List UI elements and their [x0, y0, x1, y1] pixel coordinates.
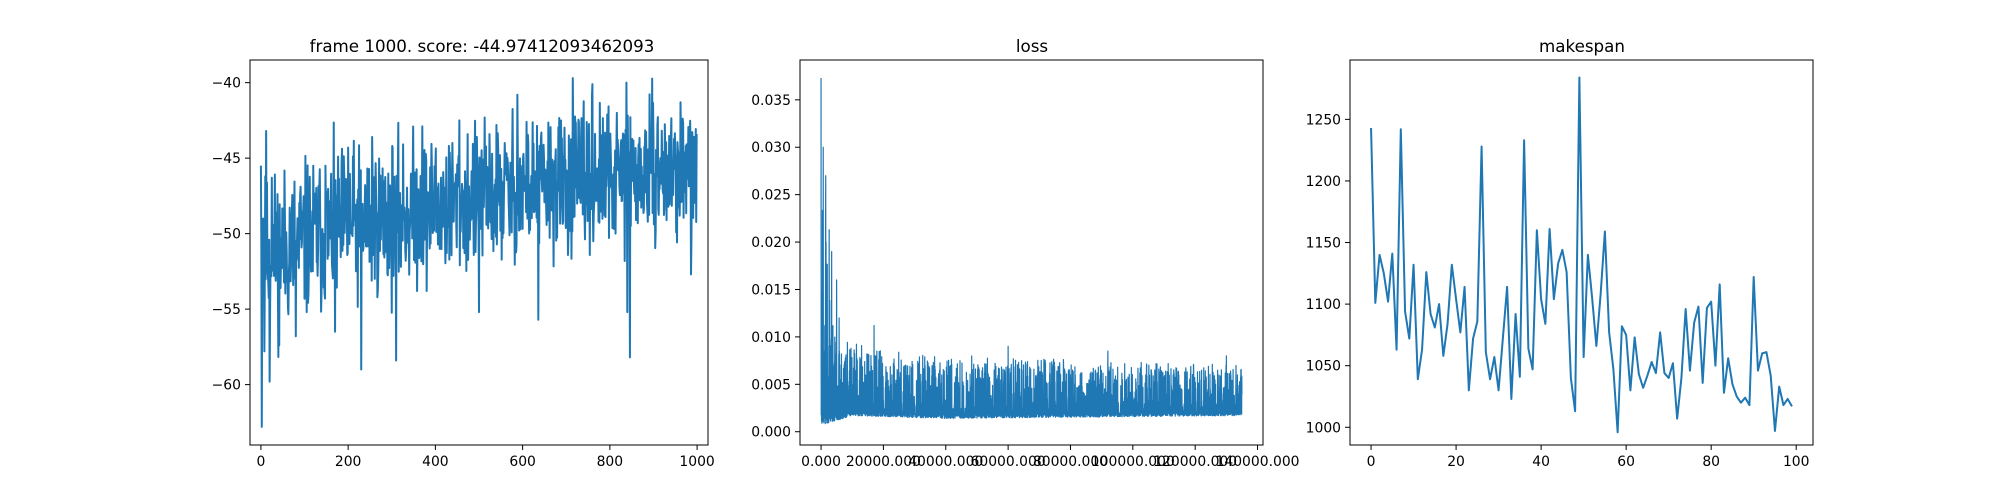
x-tick-label: 20 [1447, 454, 1465, 470]
subplot-makespan: makespan 0 20 40 60 80 100 1000 1050 1100 1150 120… [1306, 36, 1814, 470]
series-line-1 [820, 78, 1243, 425]
subplot-loss: loss 0.000 20000.00040000.00060000.000800… [751, 36, 1299, 470]
axes-frame [249, 59, 709, 446]
y-tick-label: 0.015 [751, 282, 791, 298]
x-tick-label: 400 [422, 454, 449, 470]
chart-title-loss: loss [1016, 36, 1048, 56]
axes-frame [1349, 59, 1814, 446]
x-tick-label: 20000.000 [846, 454, 921, 470]
x-tick-label: 0 [1367, 454, 1376, 470]
y-tick-label: 0.035 [751, 93, 791, 109]
x-tick-label: 60000.000 [971, 454, 1046, 470]
y-tick-label: −55 [212, 302, 241, 318]
axes-frame [799, 59, 1264, 446]
x-tick-label: 100 [1783, 454, 1810, 470]
chart-title-makespan: makespan [1539, 36, 1625, 56]
x-tick-label: 100000.000 [1091, 454, 1175, 470]
x-tick-label: 600 [509, 454, 536, 470]
y-tick-label: 1100 [1306, 297, 1341, 313]
x-tick-label: 140000.000 [1216, 454, 1300, 470]
x-tick-label: 0 [256, 454, 265, 470]
y-tick-label: −60 [212, 378, 241, 394]
subplot-score: frame 1000. score: -44.97412093462093 0 2… [212, 36, 715, 470]
x-tick-label: 800 [597, 454, 624, 470]
series-line-1 [1370, 76, 1793, 434]
x-tick-label: 200 [335, 454, 362, 470]
makespan-plot-area: 0 20 40 60 80 100 1000 1050 1100 1150 1200 1250 [1306, 59, 1814, 470]
y-tick-label: −45 [212, 151, 241, 167]
y-tick-label: −40 [212, 76, 241, 92]
y-tick-label: −50 [212, 227, 241, 243]
y-tick-label: 1000 [1306, 420, 1341, 436]
y-tick-label: 1150 [1306, 236, 1341, 252]
y-tick-label: 0.010 [751, 330, 791, 346]
y-tick-label: 1250 [1306, 112, 1341, 128]
x-tick-label: 60 [1617, 454, 1635, 470]
x-tick-label: 40 [1532, 454, 1550, 470]
loss-plot-area: 0.000 20000.00040000.00060000.00080000.00… [751, 59, 1300, 470]
x-tick-label: 80000.000 [1033, 454, 1108, 470]
x-tick-label: 40000.000 [908, 454, 983, 470]
x-tick-label: 120000.000 [1153, 454, 1237, 470]
x-tick-label: 0.000 [801, 454, 841, 470]
y-tick-label: 0.025 [751, 188, 791, 204]
y-tick-label: 0.005 [751, 377, 791, 393]
y-tick-label: 1200 [1306, 174, 1341, 190]
series-line-1 [259, 77, 698, 428]
y-tick-label: 0.020 [751, 235, 791, 251]
x-tick-label: 80 [1702, 454, 1720, 470]
y-tick-label: 0.030 [751, 140, 791, 156]
y-tick-label: 1050 [1306, 359, 1341, 375]
x-tick-label: 1000 [679, 454, 714, 470]
score-plot-area: 0 200 400 600 800 1000 −60 −55 −50 −45 −40 [212, 59, 715, 470]
chart-title-score: frame 1000. score: -44.97412093462093 [310, 36, 655, 56]
y-tick-label: 0.000 [751, 425, 791, 441]
